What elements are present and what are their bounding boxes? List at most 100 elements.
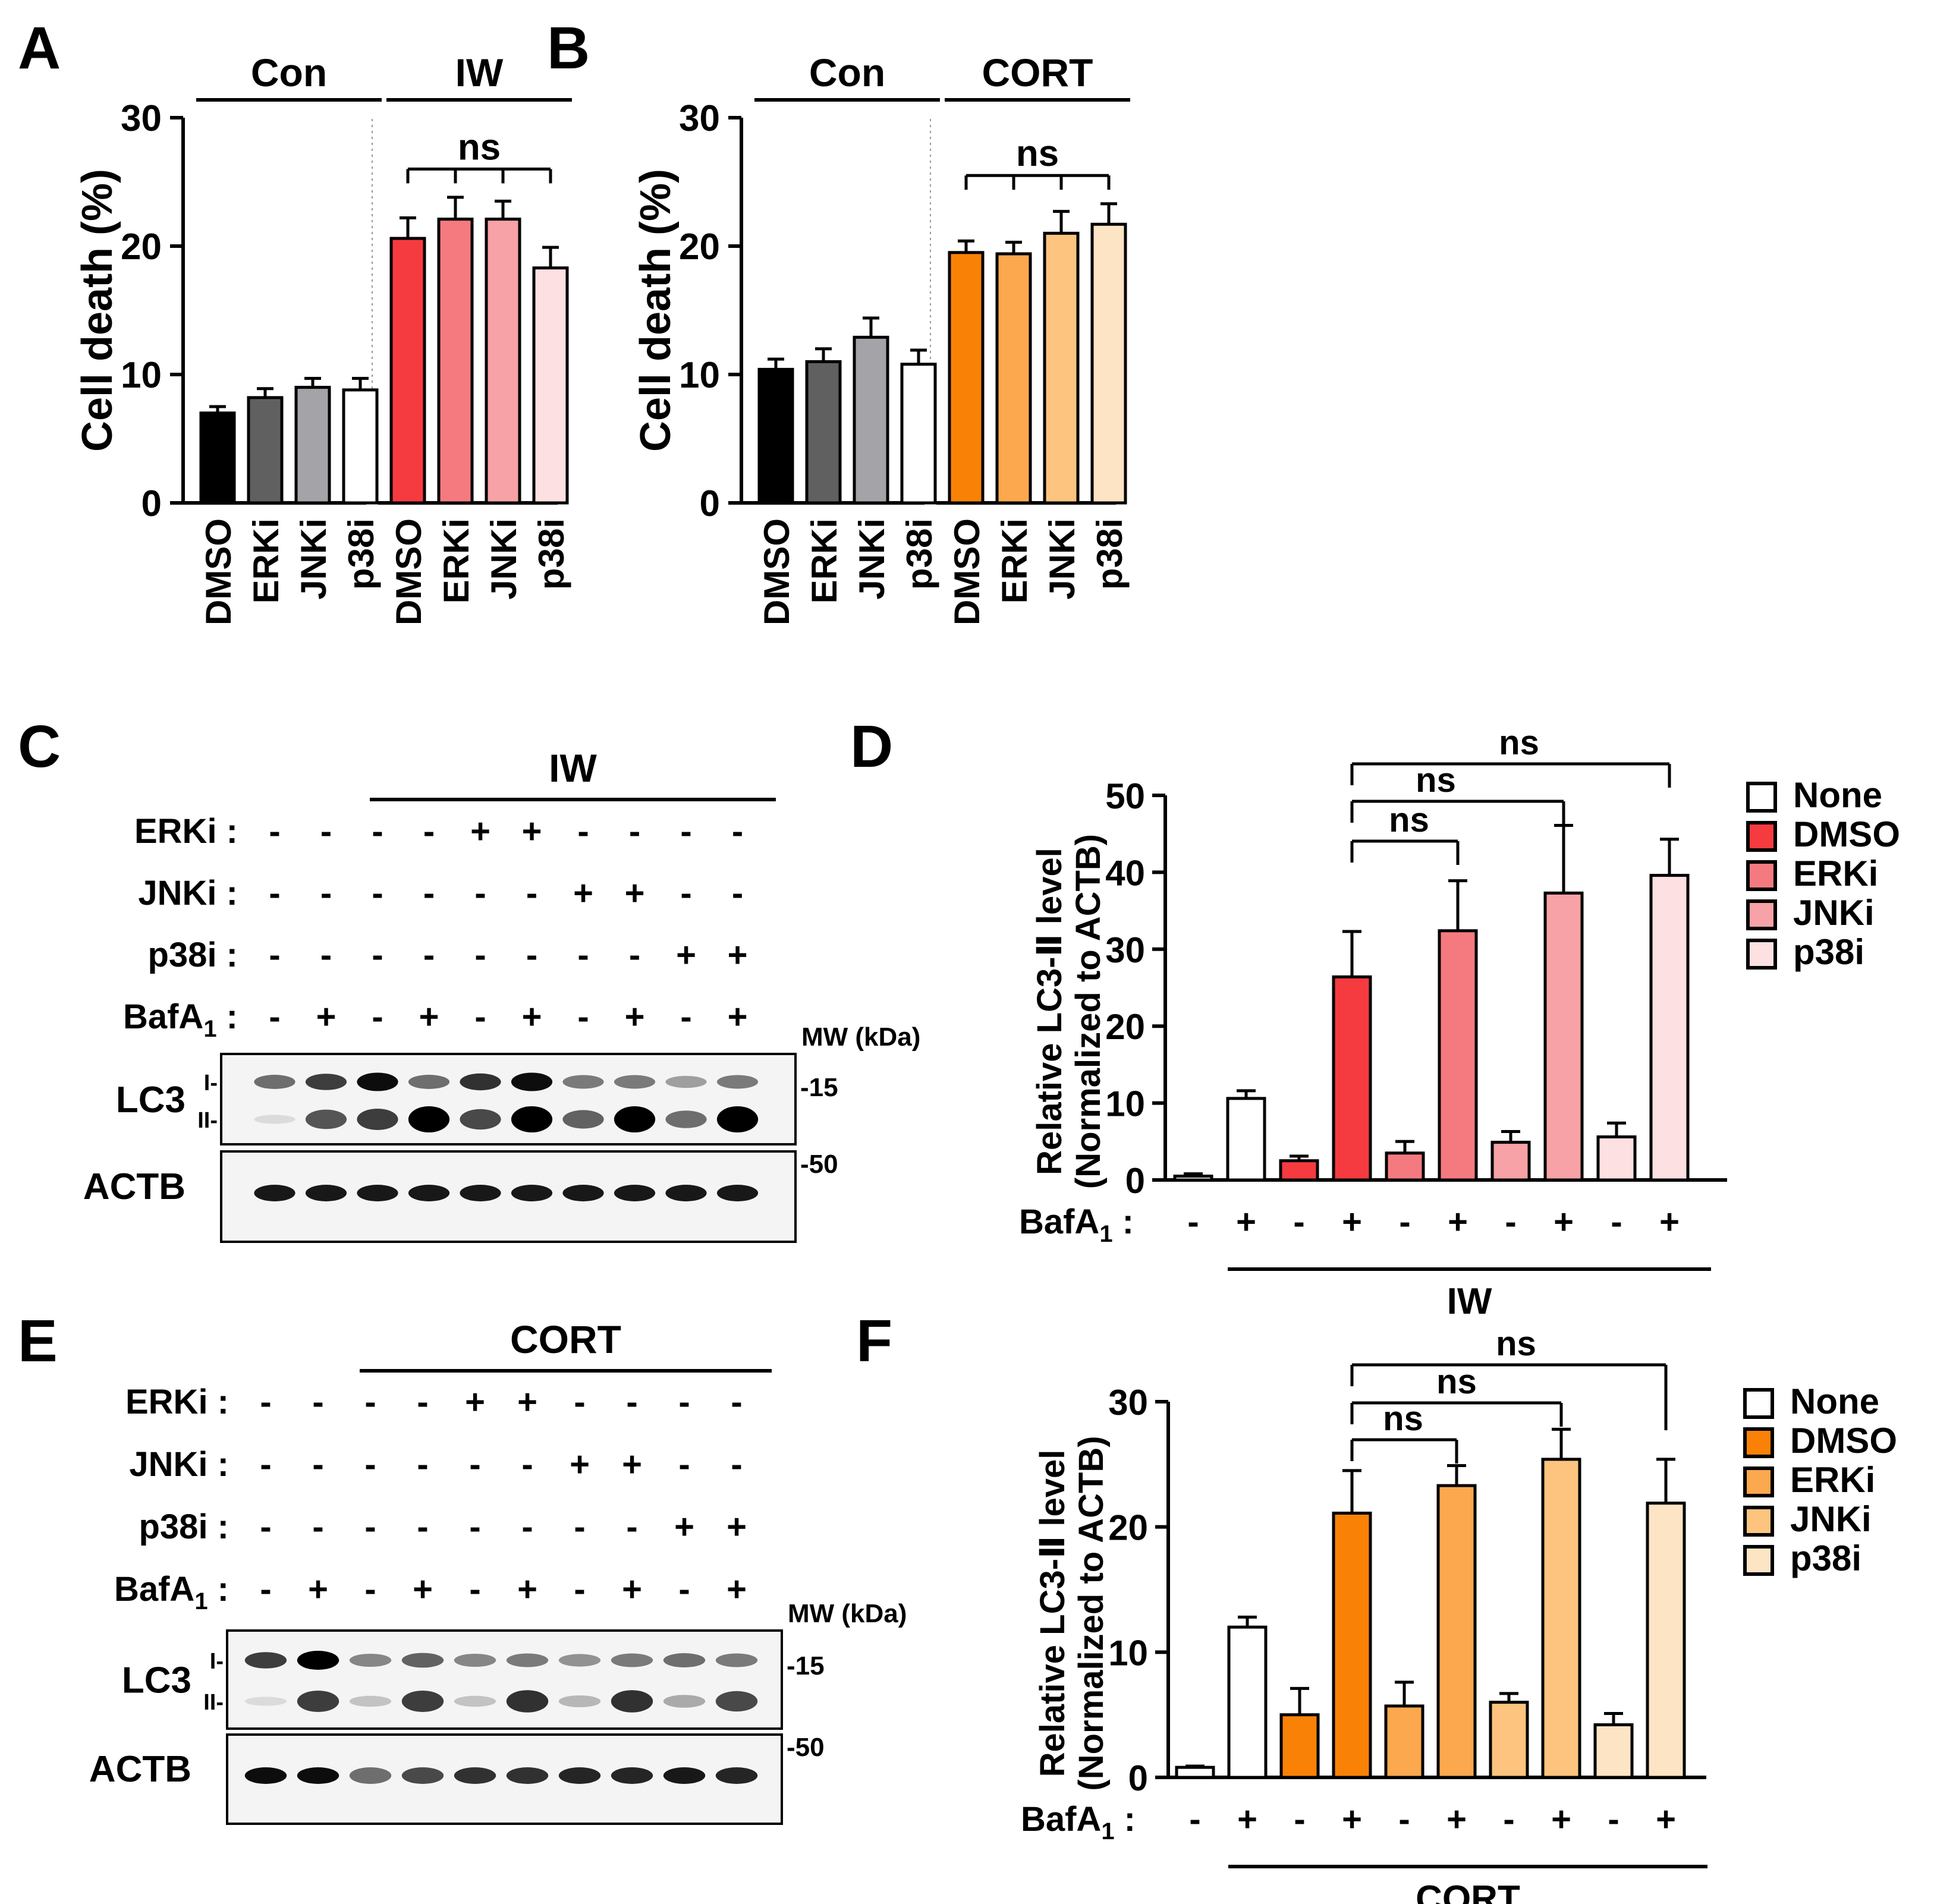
treatment-sign: - <box>423 812 435 851</box>
group-label: CORT <box>1416 1878 1520 1904</box>
treatment-sign: - <box>574 1508 585 1546</box>
treatment-sign: - <box>577 997 589 1036</box>
treatment-label: BafA1 : <box>114 1570 229 1615</box>
significance-label: ns <box>1383 1399 1423 1438</box>
legend-swatch <box>1746 939 1777 970</box>
treatment-sign: - <box>731 1445 742 1484</box>
bafa1-sign: - <box>1189 1800 1200 1839</box>
bar <box>948 251 985 505</box>
lc3-ii-band <box>665 1110 707 1128</box>
significance-label: ns <box>1499 723 1539 762</box>
treatment-sign: + <box>419 997 439 1036</box>
legend-label: JNKi <box>1790 1499 1872 1539</box>
lc3-ii-band <box>254 1115 295 1124</box>
y-axis-label-line1: Relative LC3-Ⅱ level <box>1030 848 1069 1175</box>
bar <box>1596 1135 1637 1182</box>
treatment-sign: - <box>269 936 280 974</box>
bafa1-sign: + <box>1656 1800 1676 1839</box>
bar <box>294 386 331 505</box>
lc3-ii-band <box>460 1109 501 1130</box>
treatment-sign: - <box>417 1445 428 1484</box>
legend-label: ERKi <box>1790 1460 1875 1500</box>
significance-label: ns <box>1016 133 1059 174</box>
actb-band <box>663 1767 706 1784</box>
x-tick-label: JNKi <box>484 518 524 600</box>
lc3-i-marker: I- <box>210 1649 224 1674</box>
y-tick-label: 10 <box>121 355 162 396</box>
treatment-sign: + <box>728 936 748 974</box>
legend-swatch <box>1746 899 1777 930</box>
lc3-ii-band <box>663 1695 706 1708</box>
panel-letter-e: E <box>18 1308 58 1374</box>
bar <box>1436 1484 1477 1779</box>
lc3-i-band <box>715 1653 758 1667</box>
bar <box>342 388 379 505</box>
mw-15-marker: -15 <box>787 1651 825 1680</box>
treatment-label: ERKi : <box>134 812 238 851</box>
bafa1-subscript: 1 <box>1099 1221 1112 1247</box>
treatment-sign: - <box>526 936 537 974</box>
significance-label: ns <box>458 127 501 168</box>
lc3-ii-band <box>614 1106 656 1132</box>
bar <box>1332 975 1372 1182</box>
treatment-sign: - <box>574 1383 585 1421</box>
y-axis-label: Cell death (%) <box>74 169 121 452</box>
bafa1-sign: - <box>1294 1800 1305 1839</box>
lc3-ii-band <box>562 1110 604 1129</box>
group-header-label: CORT <box>982 51 1093 95</box>
bar <box>247 396 284 505</box>
treatment-sign: - <box>372 997 383 1036</box>
treatment-sign: + <box>674 1508 694 1546</box>
lc3-i-band <box>349 1653 392 1667</box>
legend-swatch <box>1743 1506 1774 1537</box>
y-tick-label: 0 <box>1125 1161 1145 1201</box>
treatment-sign: - <box>269 874 280 912</box>
bafa1-sign: + <box>1342 1203 1362 1241</box>
treatment-sign: - <box>364 1445 376 1484</box>
treatment-sign: + <box>517 1383 537 1421</box>
bar <box>1489 1701 1529 1779</box>
panel-letter-a: A <box>18 15 61 81</box>
y-axis-label-line2: (Normalized to ACTB) <box>1069 834 1108 1189</box>
bafa1-sign: - <box>1608 1800 1619 1839</box>
treatment-sign: + <box>573 874 593 912</box>
mw-50-marker: -50 <box>800 1150 838 1179</box>
actb-band <box>408 1185 450 1201</box>
lc3-ii-band <box>454 1695 496 1707</box>
lc3-label: LC3 <box>122 1660 191 1701</box>
lc3-blot-box <box>226 1629 783 1730</box>
y-tick-label: 40 <box>1105 853 1145 893</box>
lc3-i-band <box>254 1075 295 1089</box>
legend-label: p38i <box>1790 1538 1861 1578</box>
lc3-i-band <box>357 1072 398 1091</box>
treatment-name: BafA <box>114 1570 194 1609</box>
treatment-sign: - <box>521 1445 533 1484</box>
mw-label: MW (kDa) <box>788 1599 907 1628</box>
actb-band <box>611 1767 653 1784</box>
x-tick-label: p38i <box>1090 518 1130 590</box>
treatment-sign: - <box>732 812 743 851</box>
treatment-colon: : <box>217 812 238 851</box>
bafa1-sign: + <box>1446 1800 1467 1839</box>
x-tick-label: DMSO <box>947 518 987 625</box>
bar <box>1438 929 1478 1182</box>
actb-band <box>558 1767 601 1784</box>
lc3-i-band <box>460 1073 501 1091</box>
legend-swatch <box>1746 821 1777 852</box>
treatment-sign: - <box>521 1508 533 1546</box>
treatment-label: JNKi : <box>129 1445 229 1484</box>
bar <box>1490 1141 1531 1182</box>
bafa1-colon: : <box>1115 1800 1136 1839</box>
actb-band <box>254 1185 295 1201</box>
treatment-colon: : <box>217 936 238 974</box>
bafa1-sign: - <box>1611 1203 1622 1241</box>
treatment-sign: + <box>413 1570 433 1609</box>
y-tick-label: 20 <box>1105 1007 1145 1047</box>
x-tick-label: DMSO <box>757 518 797 625</box>
treatment-name: ERKi <box>125 1383 208 1421</box>
y-tick-label: 10 <box>1108 1633 1148 1673</box>
bar <box>757 367 794 505</box>
bar <box>389 237 426 505</box>
bafa1-sign: + <box>1554 1203 1574 1241</box>
lc3-blot-box <box>220 1053 797 1145</box>
